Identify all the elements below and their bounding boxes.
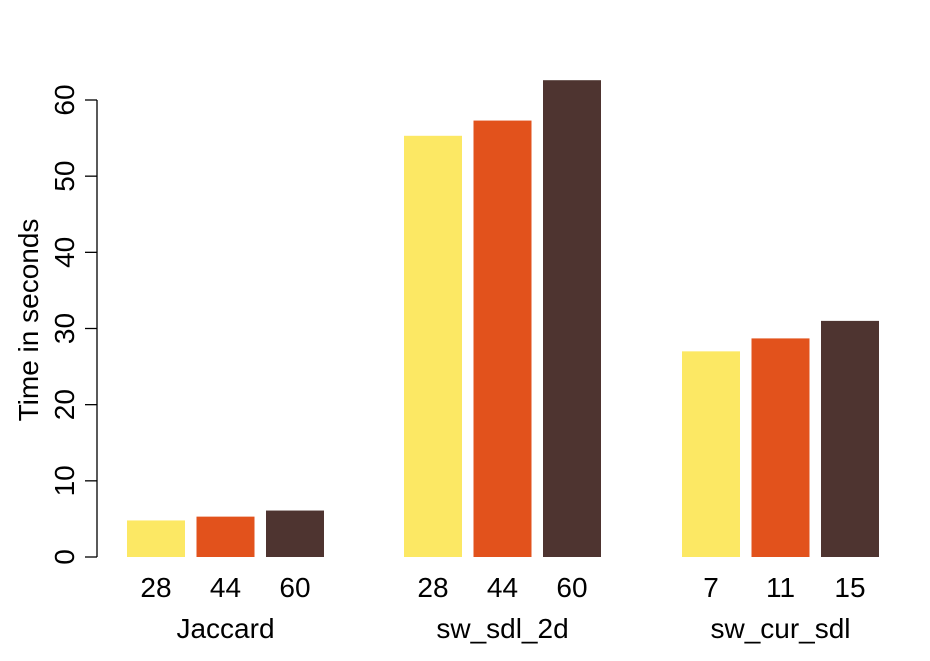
bar-sw_cur_sdl-11 (751, 338, 810, 557)
group-label: Jaccard (176, 613, 274, 644)
x-tick-label: 44 (210, 572, 241, 603)
y-tick-label: 30 (49, 313, 80, 344)
y-tick-label: 50 (49, 161, 80, 192)
bar-Jaccard-28 (127, 520, 185, 557)
group-label: sw_cur_sdl (710, 613, 850, 644)
bars (127, 80, 879, 558)
x-tick-label: 11 (766, 572, 795, 603)
bar-Jaccard-60 (266, 510, 324, 557)
y-axis: 0 10 20 30 40 50 60 (49, 84, 98, 565)
bar-sw_cur_sdl-15 (821, 320, 879, 557)
y-tick-label: 40 (49, 237, 80, 268)
group-label: sw_sdl_2d (436, 613, 568, 644)
y-tick-label: 10 (49, 465, 80, 496)
x-tick-label: 28 (417, 572, 448, 603)
y-tick-label: 60 (49, 84, 80, 115)
x-tick-label: 15 (834, 572, 865, 603)
bar-sw_sdl_2d-44 (473, 120, 532, 557)
bar-sw_sdl_2d-28 (404, 135, 462, 557)
y-tick-label: 0 (49, 549, 80, 565)
y-axis-title: Time in seconds (13, 219, 44, 422)
bar-sw_cur_sdl-7 (682, 351, 740, 557)
x-tick-label: 60 (556, 572, 587, 603)
x-tick-label: 44 (487, 572, 518, 603)
x-tick-label: 7 (703, 572, 719, 603)
bar-Jaccard-44 (196, 516, 255, 557)
x-tick-label: 60 (279, 572, 310, 603)
x-tick-label: 28 (140, 572, 171, 603)
y-tick-label: 20 (49, 389, 80, 420)
bar-sw_sdl_2d-60 (543, 80, 601, 558)
